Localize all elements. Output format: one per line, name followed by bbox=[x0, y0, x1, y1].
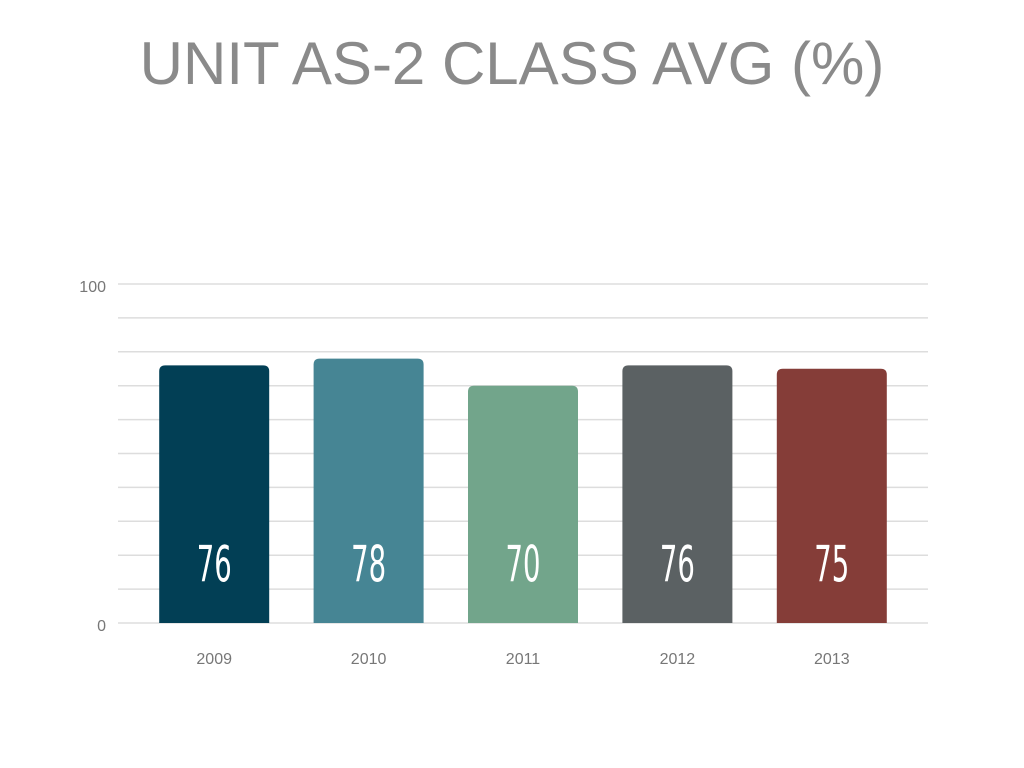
y-tick-label: 0 bbox=[97, 618, 106, 635]
y-tick-label: 100 bbox=[79, 279, 106, 296]
bar bbox=[468, 385, 578, 623]
x-tick-label: 2013 bbox=[814, 651, 850, 668]
x-tick-label: 2010 bbox=[351, 651, 387, 668]
value-label: 75 bbox=[814, 536, 849, 594]
bar bbox=[313, 358, 424, 623]
x-tick-label: 2009 bbox=[196, 651, 232, 668]
chart-title: UNIT AS-2 CLASS AVG (%) bbox=[140, 30, 885, 97]
x-tick-label: 2012 bbox=[660, 651, 696, 668]
bar bbox=[776, 368, 887, 623]
value-label: 70 bbox=[506, 536, 541, 594]
value-label: 76 bbox=[197, 536, 232, 594]
value-label: 76 bbox=[660, 536, 695, 594]
x-tick-label: 2011 bbox=[506, 651, 541, 668]
value-label: 78 bbox=[351, 536, 386, 594]
bar bbox=[159, 365, 270, 623]
bar bbox=[622, 365, 733, 623]
